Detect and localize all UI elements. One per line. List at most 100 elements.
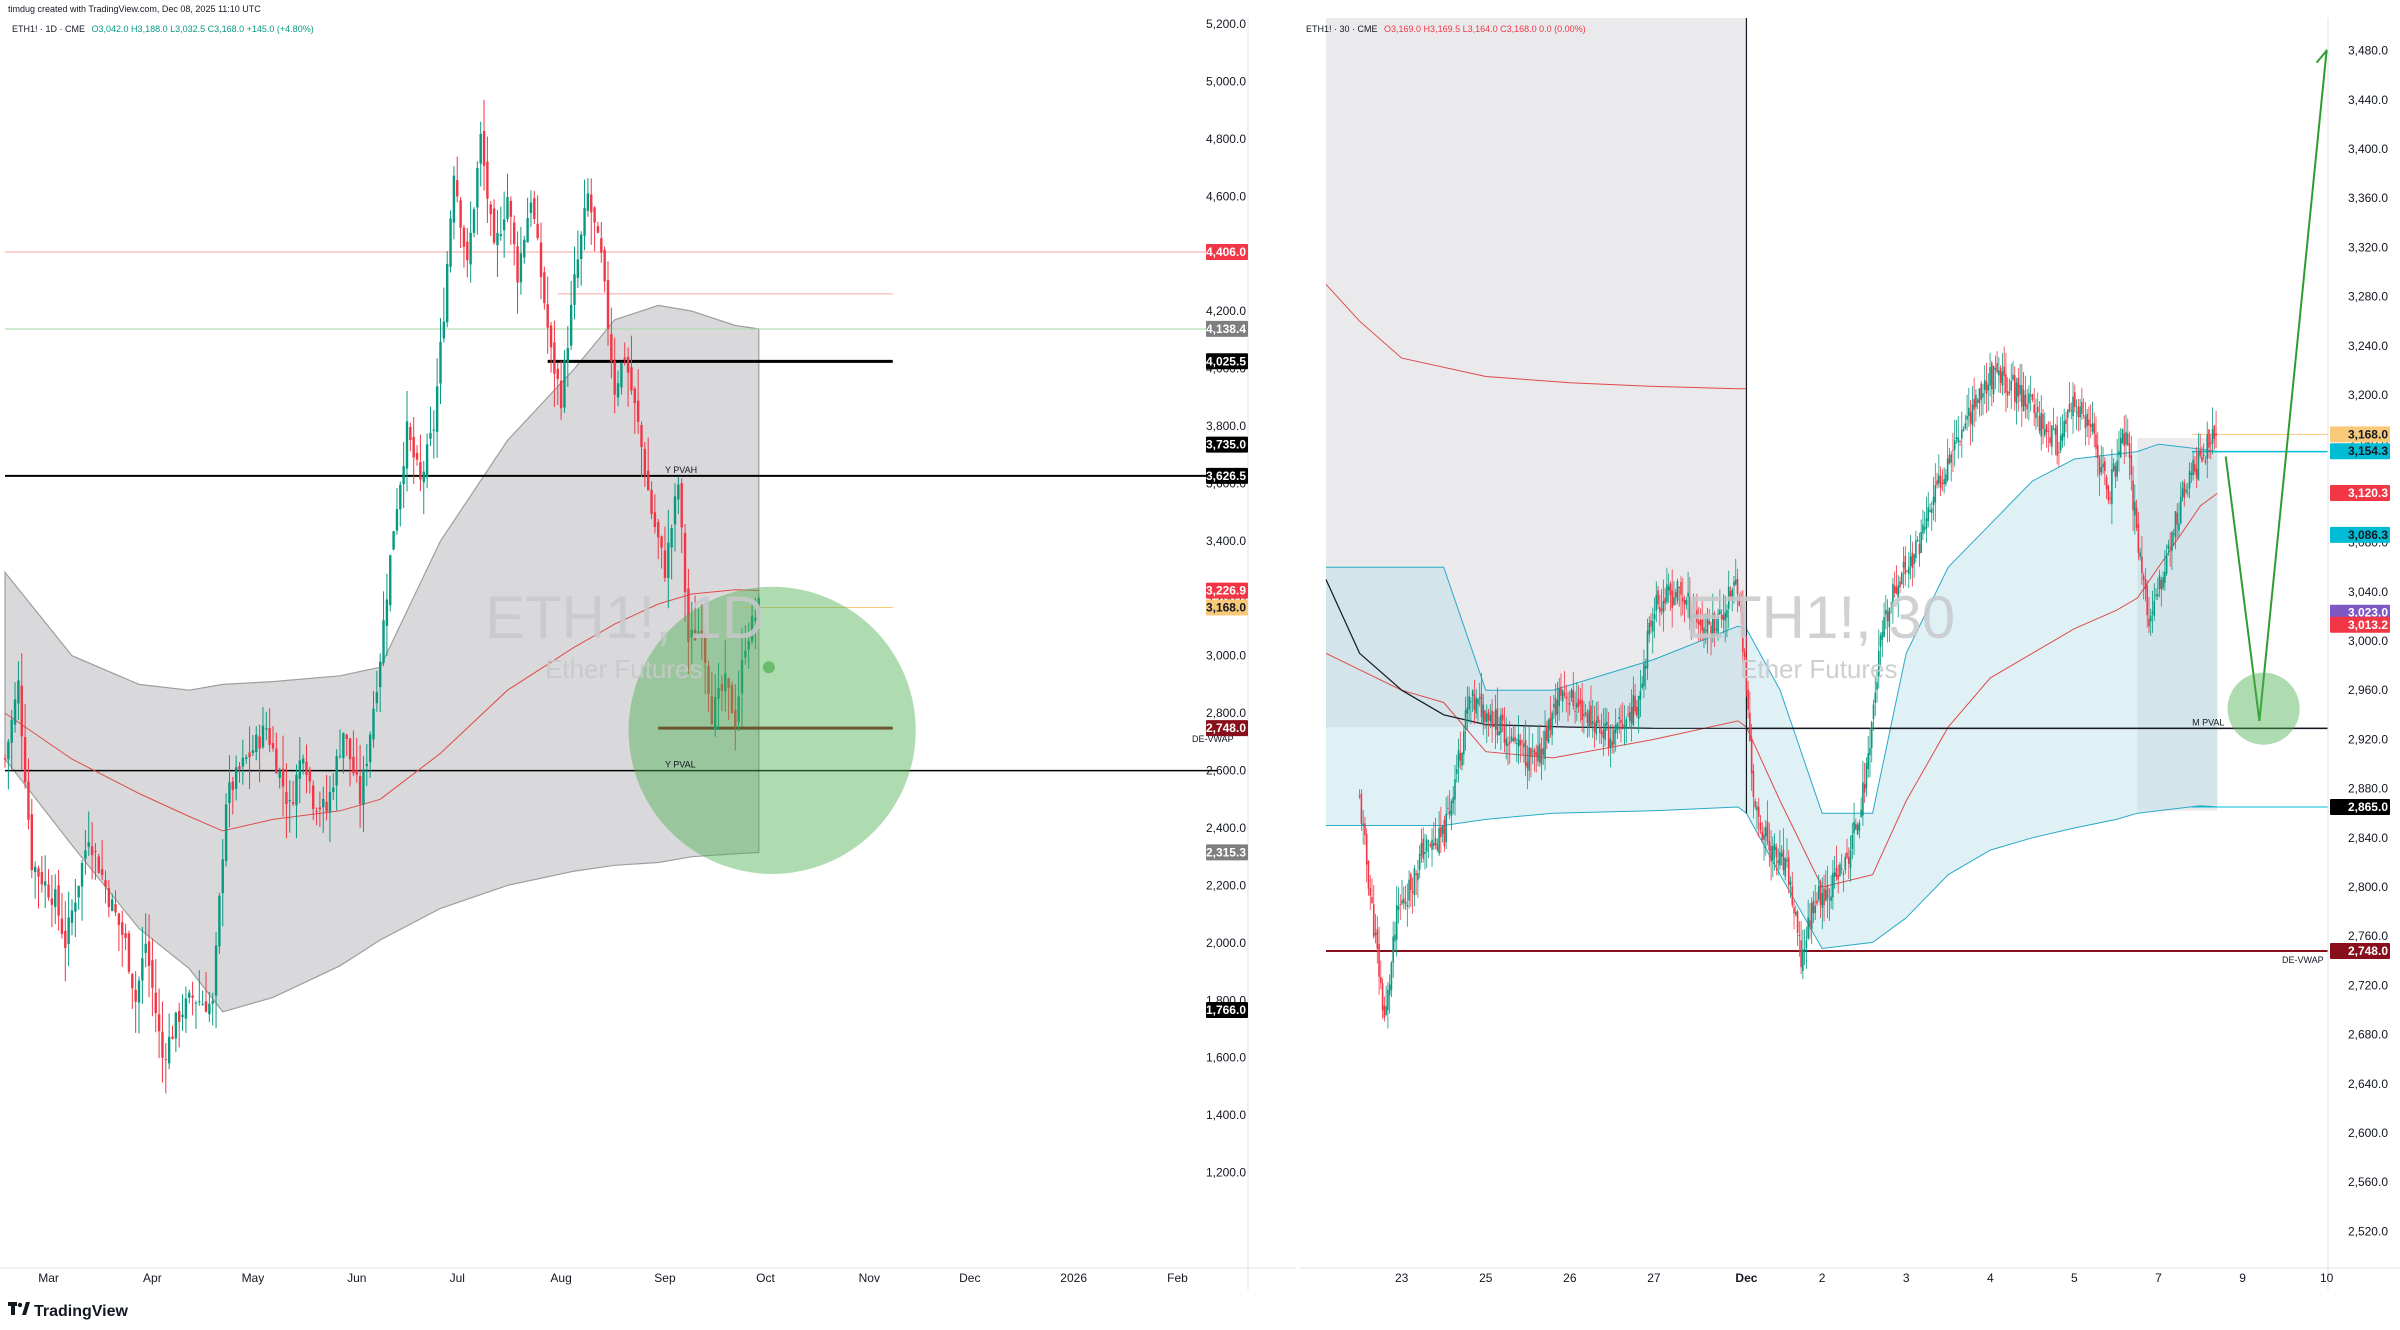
intraday-candle-body: [2086, 413, 2088, 427]
intraday-candle-body: [1454, 779, 1456, 800]
daily-candle-body: [734, 710, 737, 727]
daily-candle-body: [251, 750, 255, 754]
intraday-time-tick: 7: [2155, 1271, 2162, 1285]
daily-chart-svg[interactable]: Y PVAHYPVAHY PVALDE-VWAP1,200.01,400.01,…: [0, 18, 1296, 1290]
intraday-candle-body: [1777, 860, 1779, 864]
daily-candle-body: [616, 383, 620, 398]
intraday-candle-body: [1710, 625, 1712, 636]
intraday-candle-body: [1802, 949, 1804, 972]
intraday-chart-panel[interactable]: M PVAL DE-VWAP 2,520.0 2,560.0 2,600.0 2,640.…: [1300, 18, 2400, 1290]
daily-time-tick: 2026: [1060, 1271, 1087, 1285]
daily-time-tick: Mar: [38, 1271, 59, 1285]
daily-candle-body: [348, 738, 352, 760]
daily-price-tick: 2,600.0: [1206, 764, 1246, 778]
intraday-price-tick: 2,560.0: [2348, 1175, 2388, 1189]
intraday-candle-body: [1542, 748, 1545, 755]
daily-candle-body: [345, 734, 348, 739]
daily-price-tick: 5,000.0: [1206, 74, 1246, 88]
intraday-candle-body: [1809, 920, 1811, 927]
intraday-price-tick: 2,600.0: [2348, 1126, 2388, 1140]
daily-vwap-line: [4, 589, 759, 832]
daily-candle-body: [178, 1010, 181, 1022]
daily-candle-body: [757, 598, 760, 615]
intraday-candle-body: [2118, 451, 2120, 456]
intraday-candle-body: [1911, 552, 1914, 568]
intraday-candle-body: [1535, 752, 1538, 756]
daily-candle-body: [368, 734, 372, 763]
intraday-candle-body: [2137, 524, 2140, 553]
intraday-candle-body: [1572, 689, 1575, 707]
daily-chart-panel[interactable]: Y PVAHYPVAHY PVALDE-VWAP1,200.01,400.01,…: [0, 18, 1296, 1290]
intraday-candle-body: [1787, 857, 1790, 886]
intraday-candle-body: [1715, 628, 1718, 631]
intraday-candle-body: [1576, 702, 1578, 708]
intraday-candle-body: [1441, 825, 1444, 835]
intraday-candle-body: [1697, 621, 1700, 625]
daily-candle-body: [563, 360, 566, 408]
intraday-candle-body: [2068, 403, 2071, 412]
daily-candle-body: [673, 496, 677, 525]
intraday-candle-body: [2035, 412, 2037, 419]
daily-candle-body: [422, 471, 425, 483]
daily-candle-body: [161, 1031, 164, 1058]
intraday-candle-body: [1597, 715, 1599, 723]
daily-price-badge: [1206, 582, 1248, 599]
intraday-candle-body: [1932, 496, 1935, 505]
intraday-candle-body: [1704, 629, 1707, 632]
intraday-candle-body: [1743, 652, 1746, 657]
daily-candle-body: [382, 620, 385, 663]
intraday-candle-body: [1982, 393, 1984, 398]
daily-candle-body: [452, 175, 456, 223]
intraday-candle-body: [1678, 587, 1681, 588]
daily-candle-body: [657, 521, 660, 538]
intraday-candle-body: [1779, 851, 1781, 866]
daily-price-badge: [1206, 1002, 1248, 1019]
intraday-chart-svg[interactable]: M PVAL DE-VWAP 2,520.0 2,560.0 2,600.0 2,640.…: [1300, 18, 2400, 1290]
daily-candle-body: [670, 528, 673, 548]
daily-candle-body: [171, 1036, 174, 1039]
daily-candle-body: [198, 1001, 201, 1003]
intraday-candle-body: [1570, 689, 1573, 698]
daily-candle-body: [429, 432, 432, 439]
top-bar: timdug created with TradingView.com, Dec…: [0, 0, 2400, 20]
intraday-candle-body: [2171, 531, 2173, 552]
intraday-candle-body: [1996, 363, 1998, 373]
intraday-candle-body: [1964, 423, 1967, 429]
daily-candle-body: [362, 769, 365, 805]
daily-candle-body: [164, 1059, 167, 1061]
intraday-candle-body: [1360, 793, 1363, 824]
intraday-price-tick: 2,720.0: [2348, 978, 2388, 992]
intraday-candle-body: [1600, 732, 1603, 735]
intraday-candle-body: [1639, 690, 1642, 700]
daily-candle-body: [593, 207, 596, 223]
intraday-candle-body: [1362, 823, 1364, 826]
intraday-candle-body: [2213, 425, 2216, 439]
daily-candle-body: [539, 242, 543, 278]
intraday-candle-body: [1750, 737, 1753, 774]
daily-candle-body: [184, 998, 188, 1019]
daily-candle-body: [710, 696, 714, 725]
intraday-candle-body: [1367, 860, 1370, 889]
daily-candle-body: [332, 787, 335, 793]
tradingview-logo[interactable]: TradingView: [8, 1302, 128, 1321]
intraday-candle-body: [2042, 414, 2044, 430]
intraday-candle-body: [1422, 838, 1425, 859]
intraday-candle-body: [1484, 710, 1486, 722]
daily-candle-body: [54, 889, 57, 907]
intraday-candle-body: [1369, 888, 1372, 896]
intraday-candle-body: [1733, 581, 1735, 586]
intraday-time-tick: Dec: [1735, 1271, 1757, 1285]
intraday-candle-body: [1780, 853, 1783, 857]
intraday-ohlc: O3,169.0 H3,169.5 L3,164.0 C3,168.0 0.0 …: [1384, 24, 1586, 34]
intraday-candle-body: [1865, 763, 1868, 789]
intraday-candle-body: [2158, 575, 2161, 589]
intraday-candle-body: [1673, 596, 1675, 606]
intraday-candle-body: [2045, 424, 2048, 433]
intraday-candle-body: [2005, 374, 2007, 393]
intraday-candle-body: [1870, 722, 1873, 748]
intraday-candle-body: [1998, 370, 2000, 376]
daily-candle-body: [677, 484, 680, 500]
intraday-candle-body: [1387, 989, 1389, 1011]
daily-candle-body: [573, 274, 576, 305]
intraday-candle-body: [1374, 932, 1377, 936]
